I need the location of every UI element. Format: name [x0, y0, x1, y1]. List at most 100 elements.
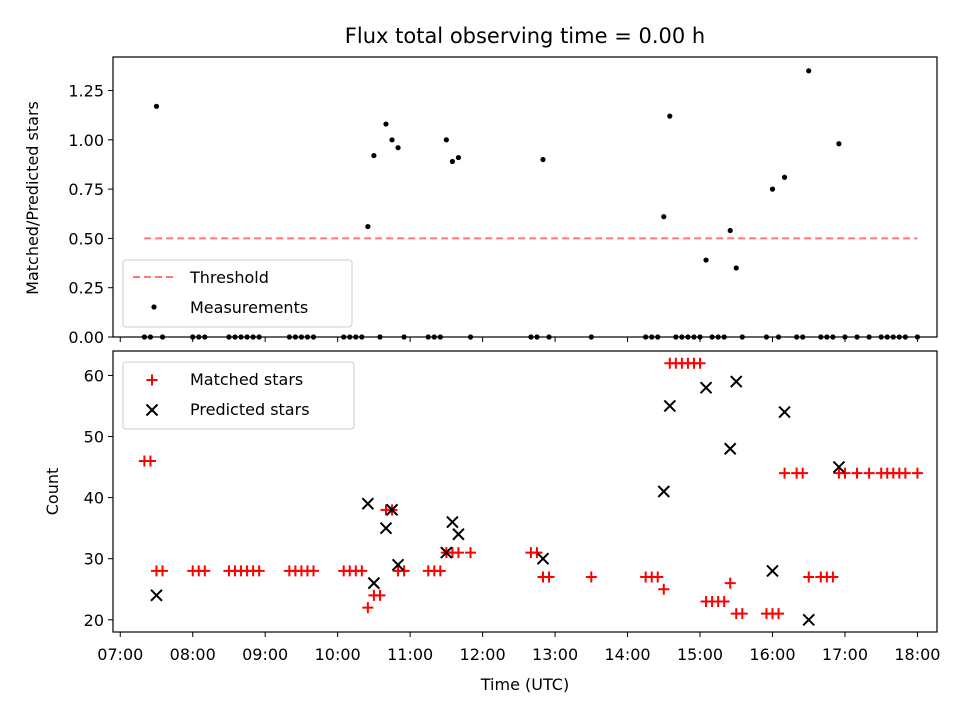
predicted-star-point — [699, 381, 713, 394]
matched-star-point — [827, 571, 839, 583]
measurement-point — [238, 334, 244, 340]
predicted-star-point — [657, 485, 670, 498]
measurement-point — [395, 145, 401, 151]
measurement-point — [304, 334, 311, 340]
matched-star-point — [434, 565, 446, 577]
measurement-point — [878, 334, 884, 340]
legend-measurements-swatch — [151, 304, 157, 310]
measurement-point — [914, 334, 921, 340]
y-tick-label: 30 — [84, 550, 104, 569]
measurement-point — [836, 141, 842, 147]
measurement-point — [763, 334, 770, 340]
axes-frame — [112, 350, 938, 633]
predicted-star-point — [730, 375, 743, 388]
measurement-point — [244, 334, 250, 340]
measurement-point — [383, 121, 389, 127]
measurement-point — [775, 334, 782, 340]
y-tick-label: 40 — [84, 489, 104, 508]
measurement-point — [341, 334, 347, 340]
measurement-point — [727, 227, 733, 234]
measurement-point — [431, 334, 437, 340]
x-tick-label: 15:00 — [677, 645, 723, 664]
predicted-star-point — [150, 589, 163, 602]
predicted-star-point — [361, 497, 375, 510]
measurement-point — [890, 334, 896, 340]
measurement-point — [691, 334, 697, 340]
measurement-point — [697, 334, 703, 340]
matched-star-point — [374, 589, 386, 601]
measurement-point — [534, 334, 540, 340]
matched-star-point — [863, 467, 875, 479]
axes-frame — [112, 56, 938, 338]
predicted-star-point — [536, 552, 550, 565]
x-tick-label: 18:00 — [894, 645, 940, 664]
measurement-point — [159, 334, 166, 340]
measurement-point — [739, 334, 745, 340]
predicted-star-point — [832, 460, 846, 474]
measurement-point — [588, 334, 594, 340]
legend-measurements-label: Measurements — [190, 298, 308, 317]
measurement-point — [818, 334, 824, 340]
predicted-star-point — [367, 576, 381, 590]
x-tick-label: 13:00 — [532, 645, 578, 664]
measurement-point — [141, 334, 148, 340]
measurement-point — [455, 154, 462, 161]
matched-star-point — [465, 547, 477, 559]
measurement-point — [902, 334, 908, 340]
measurement-point — [667, 113, 673, 119]
measurement-point — [800, 334, 806, 340]
legend-matched-label: Matched stars — [190, 370, 303, 389]
measurement-point — [824, 334, 830, 340]
measurement-point — [190, 334, 196, 340]
measurement-point — [794, 334, 800, 340]
x-tick-label: 10:00 — [315, 645, 361, 664]
x-tick-label: 17:00 — [822, 645, 868, 664]
count-panel: 20 30 40 50 60 07:00 08:00 09:00 10:00 11:00 12:00… — [84, 350, 940, 664]
predicted-star-point — [379, 521, 393, 535]
matched-star-point — [531, 547, 543, 559]
y-tick-label: 0.50 — [68, 229, 104, 248]
measurement-point — [359, 334, 365, 340]
measurement-point — [769, 186, 776, 192]
y-tick-label: 60 — [84, 366, 104, 385]
predicted-star-point — [766, 564, 779, 578]
predicted-star-point — [446, 515, 459, 529]
predicted-star-point — [663, 399, 677, 413]
matched-star-point — [356, 565, 368, 577]
legend-matched-swatch — [146, 374, 158, 386]
legend-box — [122, 259, 353, 328]
measurement-point — [437, 334, 443, 340]
measurement-point — [226, 334, 232, 340]
measurement-point — [389, 137, 395, 143]
matched-star-point — [199, 565, 211, 577]
measurement-point — [196, 334, 202, 340]
measurement-point — [703, 257, 709, 263]
matched-star-point — [773, 608, 785, 620]
y-tick-label: 1.00 — [68, 131, 104, 150]
legend-threshold-label: Threshold — [189, 268, 269, 287]
measurement-point — [661, 214, 667, 220]
matched-star-point — [308, 565, 320, 577]
matched-star-point — [658, 583, 670, 595]
measurement-point — [884, 334, 890, 340]
measurement-point — [679, 334, 685, 340]
measurement-point — [655, 334, 661, 340]
measurement-point — [256, 334, 262, 340]
measurement-point — [401, 334, 407, 340]
measurement-point — [353, 334, 359, 340]
measurement-point — [854, 334, 860, 340]
legend-predicted-label: Predicted stars — [190, 400, 310, 419]
matched-star-point — [911, 467, 923, 479]
matched-star-point — [851, 467, 863, 479]
matched-star-point — [398, 565, 410, 577]
matched-star-point — [157, 565, 169, 577]
y-tick-label: 20 — [84, 611, 104, 630]
measurement-point — [546, 334, 552, 340]
measurement-point — [425, 334, 431, 340]
matched-star-point — [652, 571, 664, 583]
y-tick-label: 1.25 — [68, 82, 104, 101]
predicted-star-point — [778, 405, 791, 419]
x-tick-label: 09:00 — [242, 645, 288, 664]
legend-box — [122, 361, 355, 430]
